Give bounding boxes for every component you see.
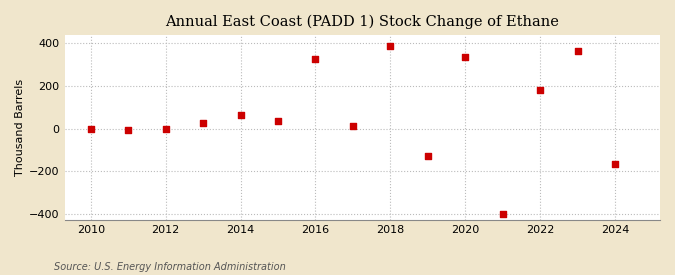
Y-axis label: Thousand Barrels: Thousand Barrels [15, 79, 25, 176]
Point [460, 55, 470, 59]
Point [497, 212, 508, 216]
Point [160, 127, 171, 131]
Point [535, 88, 545, 92]
Point [385, 44, 396, 49]
Point [235, 112, 246, 117]
Point [423, 154, 433, 159]
Point [310, 57, 321, 62]
Point [273, 119, 284, 123]
Point [85, 126, 96, 131]
Point [572, 48, 583, 53]
Point [348, 124, 358, 129]
Point [198, 121, 209, 125]
Text: Source: U.S. Energy Information Administration: Source: U.S. Energy Information Administ… [54, 262, 286, 272]
Point [610, 162, 620, 166]
Point [123, 128, 134, 132]
Title: Annual East Coast (PADD 1) Stock Change of Ethane: Annual East Coast (PADD 1) Stock Change … [165, 15, 559, 29]
